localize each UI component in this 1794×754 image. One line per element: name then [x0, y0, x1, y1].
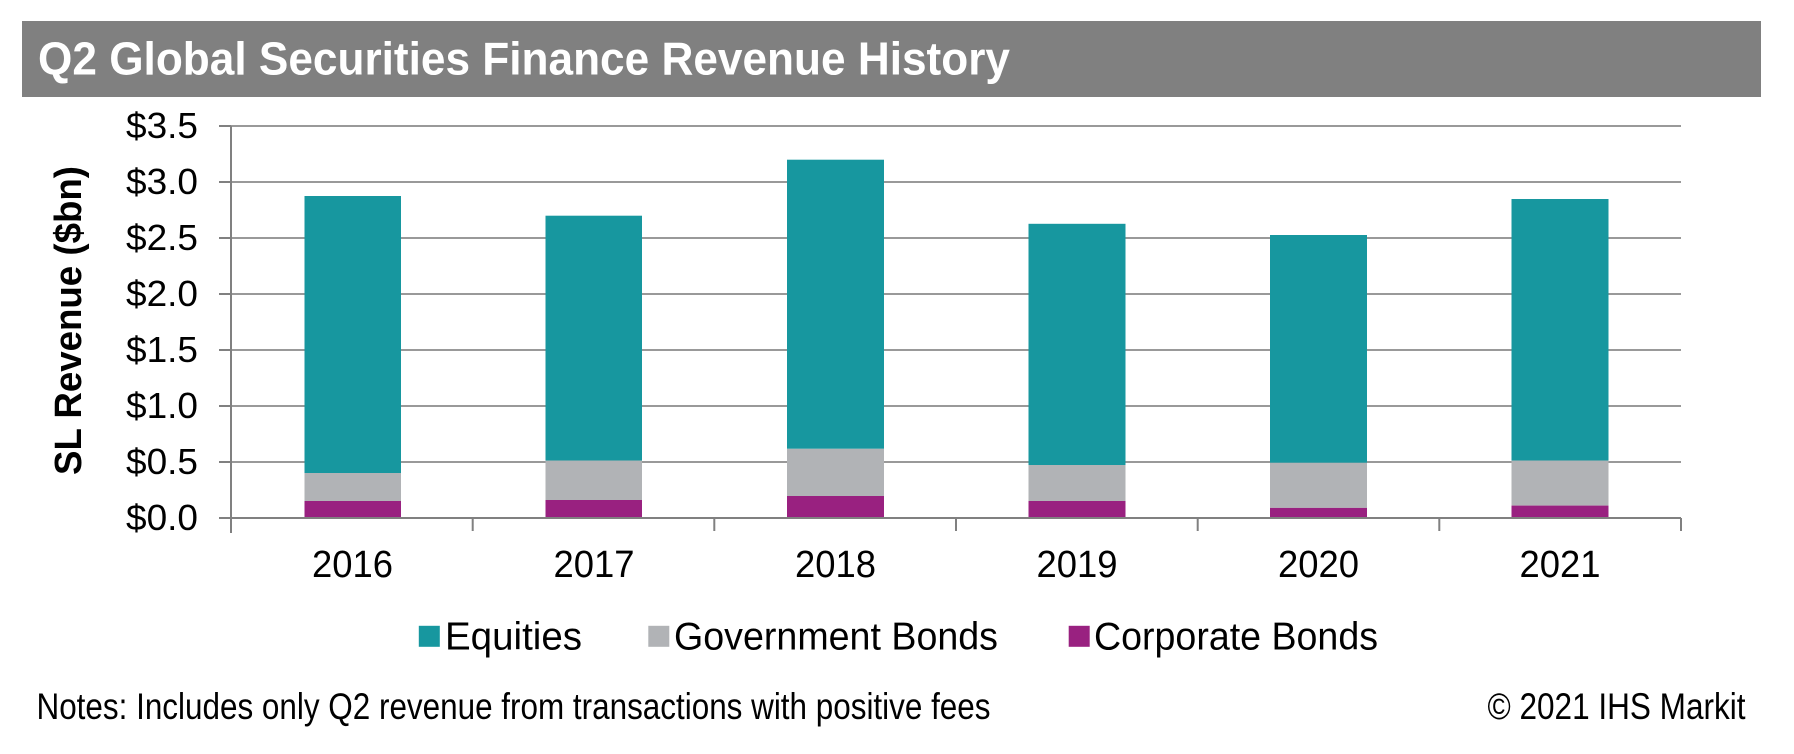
svg-text:2018: 2018: [795, 544, 876, 586]
svg-text:Equities: Equities: [445, 616, 582, 659]
svg-text:$0.5: $0.5: [126, 441, 198, 482]
svg-text:Government Bonds: Government Bonds: [674, 616, 998, 659]
svg-text:2017: 2017: [554, 544, 635, 586]
svg-text:$0.0: $0.0: [126, 497, 198, 538]
svg-text:Q2 Global Securities Finance R: Q2 Global Securities Finance Revenue His…: [38, 33, 1010, 85]
svg-text:Notes: Includes only Q2 revenu: Notes: Includes only Q2 revenue from tra…: [37, 685, 991, 727]
svg-text:2016: 2016: [312, 544, 393, 586]
svg-text:2020: 2020: [1278, 544, 1359, 586]
svg-text:SL Revenue ($bn): SL Revenue ($bn): [48, 166, 90, 475]
svg-text:© 2021 IHS Markit: © 2021 IHS Markit: [1488, 685, 1746, 727]
svg-text:$2.0: $2.0: [126, 273, 198, 314]
svg-text:$1.5: $1.5: [126, 329, 198, 370]
svg-text:Corporate Bonds: Corporate Bonds: [1094, 616, 1378, 659]
svg-text:2021: 2021: [1520, 544, 1601, 586]
svg-text:$1.0: $1.0: [126, 385, 198, 426]
svg-text:$3.0: $3.0: [126, 161, 198, 202]
svg-text:$2.5: $2.5: [126, 217, 198, 258]
svg-text:2019: 2019: [1037, 544, 1118, 586]
svg-text:$3.5: $3.5: [126, 105, 198, 146]
